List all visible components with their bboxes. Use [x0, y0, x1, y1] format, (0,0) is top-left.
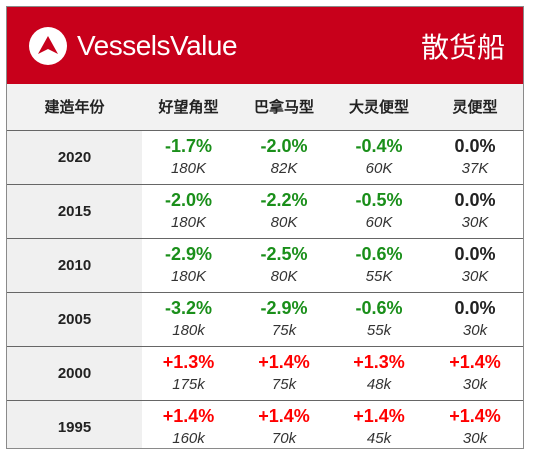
price-change-percent: +1.4%	[258, 352, 310, 372]
column-header-handysize: 灵便型	[425, 84, 523, 131]
value-cell: 0.0% 30K	[425, 184, 523, 238]
vessel-price: 37K	[461, 160, 489, 177]
value-cell: -2.9% 180K	[142, 238, 235, 292]
column-header-supramax: 大灵便型	[333, 84, 425, 131]
price-change-percent: -1.7%	[164, 136, 213, 156]
build-year-cell: 2000	[7, 346, 142, 400]
vessel-price: 180K	[170, 214, 207, 231]
price-change-percent: -0.5%	[355, 190, 403, 210]
table-row: 2015 -2.0% 180K -2.2% 80K -0.5% 60K 0.0% 30K	[7, 184, 523, 238]
price-change-percent: -0.6%	[355, 298, 403, 318]
build-year-cell: 2015	[7, 184, 142, 238]
price-change-percent: 0.0%	[454, 136, 496, 156]
table-row: 2010 -2.9% 180K -2.5% 80K -0.6% 55K 0.0% 30K	[7, 238, 523, 292]
table-header-row: 建造年份 好望角型 巴拿马型 大灵便型 灵便型	[7, 84, 523, 131]
price-change-percent: 0.0%	[454, 244, 496, 264]
value-cell: 0.0% 30k	[425, 292, 523, 346]
vessel-price: 175k	[172, 376, 205, 393]
price-change-percent: -2.0%	[164, 190, 213, 210]
vessel-price: 30k	[462, 376, 488, 393]
valuation-table-card: VesselsValue 散货船 建造年份 好望角型 巴拿马型 大灵便型 灵便型…	[6, 6, 524, 449]
price-change-percent: -0.4%	[355, 136, 403, 156]
vessel-price: 55K	[365, 268, 393, 285]
vessel-price: 70k	[271, 430, 297, 448]
vessel-price: 60K	[365, 214, 393, 231]
vessel-price: 45k	[366, 430, 392, 448]
price-change-percent: +1.3%	[162, 352, 215, 372]
vessel-price: 80K	[270, 268, 298, 285]
value-cell: -2.2% 80K	[235, 184, 333, 238]
value-cell: 0.0% 30K	[425, 238, 523, 292]
vessel-price: 180k	[172, 322, 205, 339]
table-row: 2000 +1.3% 175k +1.4% 75k +1.3% 48k +1.4% 30k	[7, 346, 523, 400]
price-change-percent: +1.4%	[449, 406, 501, 427]
value-cell: -0.4% 60K	[333, 130, 425, 184]
vessel-price: 180K	[170, 160, 207, 177]
vessel-price: 30K	[461, 214, 489, 231]
brand: VesselsValue	[29, 26, 238, 65]
vessel-price: 75k	[271, 322, 297, 339]
price-change-percent: +1.4%	[449, 352, 501, 372]
price-change-percent: -3.2%	[164, 298, 213, 318]
table-row: 2020 -1.7% 180K -2.0% 82K -0.4% 60K 0.0% 37K	[7, 130, 523, 184]
value-cell: -2.0% 180K	[142, 184, 235, 238]
price-change-percent: +1.3%	[353, 352, 405, 372]
price-change-percent: -0.6%	[355, 244, 403, 264]
build-year-cell: 2020	[7, 130, 142, 184]
vessel-price: 30k	[462, 430, 488, 448]
column-header-build-year: 建造年份	[7, 84, 142, 131]
price-change-percent: 0.0%	[454, 190, 496, 210]
price-change-percent: -2.9%	[260, 298, 308, 318]
table-row: 2005 -3.2% 180k -2.9% 75k -0.6% 55k 0.0% 30k	[7, 292, 523, 346]
vessel-price: 48k	[366, 376, 392, 393]
value-cell: +1.4% 30k	[425, 346, 523, 400]
value-cell: +1.4% 30k	[425, 400, 523, 448]
price-change-percent: -2.0%	[260, 136, 308, 156]
value-cell: +1.4% 45k	[333, 400, 425, 448]
value-cell: -2.0% 82K	[235, 130, 333, 184]
price-change-table: 建造年份 好望角型 巴拿马型 大灵便型 灵便型 2020 -1.7% 180K -2.…	[7, 84, 523, 448]
value-cell: -2.5% 80K	[235, 238, 333, 292]
price-change-percent: -2.5%	[260, 244, 308, 264]
vessel-price: 80K	[270, 214, 298, 231]
vessel-price: 160k	[172, 430, 205, 448]
price-change-percent: +1.4%	[162, 406, 215, 427]
value-cell: -0.6% 55K	[333, 238, 425, 292]
value-cell: -0.5% 60K	[333, 184, 425, 238]
vessel-price: 60K	[365, 160, 393, 177]
price-change-percent: +1.4%	[258, 406, 310, 427]
vessel-price: 30K	[461, 268, 489, 285]
vessel-price: 55k	[366, 322, 392, 339]
build-year-cell: 1995	[7, 400, 142, 448]
value-cell: -2.9% 75k	[235, 292, 333, 346]
build-year-cell: 2005	[7, 292, 142, 346]
value-cell: +1.4% 75k	[235, 346, 333, 400]
header-banner: VesselsValue 散货船	[7, 7, 523, 84]
price-change-percent: +1.4%	[353, 406, 405, 427]
value-cell: +1.4% 70k	[235, 400, 333, 448]
vessel-price: 82K	[270, 160, 298, 177]
price-change-percent: 0.0%	[454, 298, 496, 318]
vessel-price: 30k	[462, 322, 488, 339]
page-title: 散货船	[420, 30, 505, 64]
vessel-price: 180K	[170, 268, 207, 285]
value-cell: +1.4% 160k	[142, 400, 235, 448]
value-cell: -0.6% 55k	[333, 292, 425, 346]
column-header-panamax: 巴拿马型	[235, 84, 333, 131]
brand-name: VesselsValue	[77, 29, 238, 61]
table-row: 1995 +1.4% 160k +1.4% 70k +1.4% 45k +1.4% 30k	[7, 400, 523, 448]
value-cell: -3.2% 180k	[142, 292, 235, 346]
vessel-price: 75k	[271, 376, 297, 393]
vesselsvalue-logo-icon	[29, 26, 67, 65]
value-cell: +1.3% 175k	[142, 346, 235, 400]
table-body: 2020 -1.7% 180K -2.0% 82K -0.4% 60K 0.0% 37K 2015…	[7, 130, 523, 448]
column-header-capesize: 好望角型	[142, 84, 235, 131]
value-cell: 0.0% 37K	[425, 130, 523, 184]
price-change-percent: -2.9%	[164, 244, 213, 264]
price-change-percent: -2.2%	[260, 190, 308, 210]
value-cell: -1.7% 180K	[142, 130, 235, 184]
value-cell: +1.3% 48k	[333, 346, 425, 400]
build-year-cell: 2010	[7, 238, 142, 292]
